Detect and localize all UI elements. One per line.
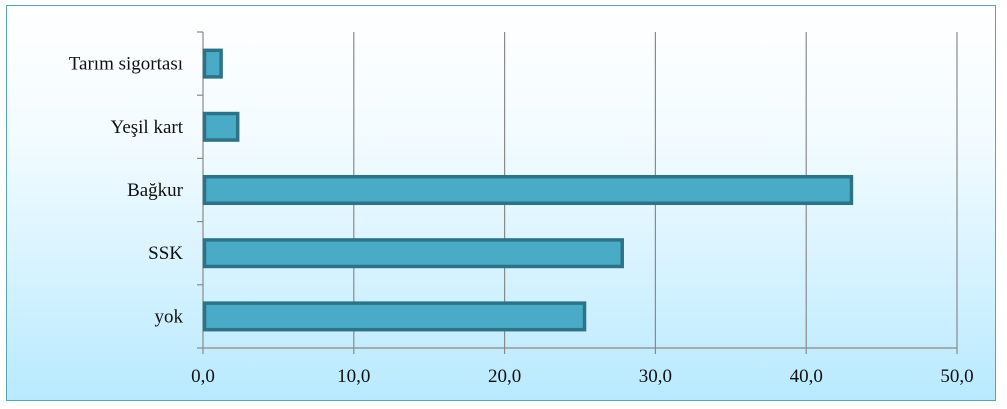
bar [202, 111, 240, 142]
bars [202, 48, 854, 332]
category-label: Tarım sigortası [69, 54, 183, 75]
category-label: Bağkur [127, 180, 184, 201]
category-label: Yeşil kart [111, 117, 184, 138]
labels: 0,0 10,0 20,0 30,0 40,0 50,0 Tarım sigortası Ye… [69, 54, 974, 387]
bar [202, 48, 223, 79]
bar [202, 301, 587, 332]
x-tick-label: 40,0 [790, 366, 823, 387]
x-tick-label: 20,0 [488, 366, 521, 387]
category-label: yok [155, 306, 184, 327]
x-tick-label: 0,0 [191, 366, 215, 387]
x-tick-label: 30,0 [639, 366, 672, 387]
bar [202, 174, 854, 206]
x-tick-label: 50,0 [940, 366, 973, 387]
axes [197, 31, 958, 354]
x-tick-label: 10,0 [337, 366, 370, 387]
category-label: SSK [148, 243, 183, 264]
bar [202, 238, 624, 269]
